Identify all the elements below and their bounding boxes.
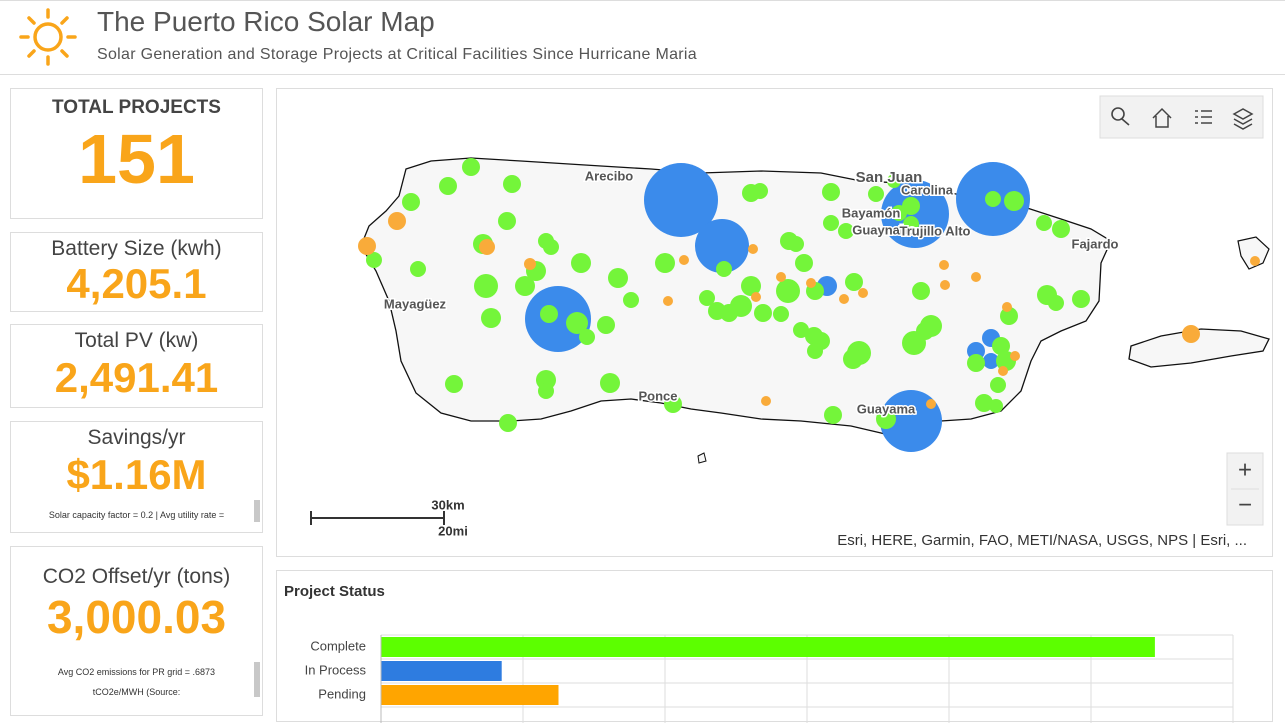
kpi-card: Total PV (kw) 2,491.41 (10, 324, 263, 408)
home-button[interactable] (1152, 107, 1172, 128)
islet-outline (697, 452, 707, 464)
y-tick-label: Complete (310, 638, 366, 653)
culebra-outline (1237, 236, 1270, 270)
kpi-label: CO2 Offset/yr (tons) (42, 565, 231, 588)
kpi-note: tCO2e/MWH (Source: (92, 687, 181, 697)
kpi-value: 151 (78, 120, 195, 198)
kpi-value: $1.16M (66, 451, 207, 498)
kpi-value: 2,491.41 (54, 354, 219, 401)
kpi-card: CO2 Offset/yr (tons) 3,000.03 Avg CO2 em… (10, 546, 263, 716)
kpi-value: 4,205.1 (66, 260, 207, 307)
bar-chart: Project Status Complete In Process Pending (284, 583, 1234, 723)
legend-button[interactable] (1195, 110, 1212, 124)
map[interactable]: Arecibo San Juan Carolina Bayamón Guayna… (277, 89, 1272, 556)
page-title: The Puerto Rico Solar Map (97, 6, 435, 37)
attribution: Esri, HERE, Garmin, FAO, METI/NASA, USGS… (837, 532, 1247, 549)
map-toolbar (1099, 95, 1264, 139)
chart-panel: Project Status Complete In Process Pending (276, 570, 1273, 723)
chart-title: Project Status (284, 583, 385, 600)
search-button[interactable] (1111, 107, 1130, 126)
kpi-note: Solar capacity factor = 0.2 | Avg utilit… (48, 510, 225, 520)
place-label: San Juan (856, 169, 923, 186)
scale-label: 30km (431, 497, 464, 512)
place-label: Fajardo (1072, 236, 1119, 251)
kpi-label: Battery Size (kwh) (51, 237, 222, 260)
kpi-label: Savings/yr (87, 426, 186, 449)
kpi-label: TOTAL PROJECTS (52, 97, 221, 118)
y-tick-label: Pending (318, 686, 366, 701)
project-markers[interactable] (358, 158, 1260, 452)
scale-label: 20mi (438, 523, 468, 538)
page-subtitle: Solar Generation and Storage Projects at… (97, 46, 697, 63)
sun-logo (19, 8, 77, 66)
place-label: Ponce (638, 388, 677, 403)
header: The Puerto Rico Solar Map Solar Generati… (0, 0, 1285, 75)
place-label: Carolina (901, 182, 954, 197)
y-tick-label: In Process (305, 662, 367, 677)
bar (381, 637, 1155, 657)
kpi-value: 3,000.03 (46, 591, 227, 643)
kpi-note: Avg CO2 emissions for PR grid = .6873 (57, 667, 216, 677)
place-label: Guaynabo (852, 222, 916, 237)
kpi-card: Battery Size (kwh) 4,205.1 (10, 232, 263, 312)
bar (381, 685, 559, 705)
zoom-control: + − (1226, 452, 1264, 526)
layers-button[interactable] (1232, 108, 1254, 130)
map-panel: Arecibo San Juan Carolina Bayamón Guayna… (276, 88, 1273, 557)
bar (381, 661, 502, 681)
place-label: Guayama (857, 401, 916, 416)
zoom-out-button[interactable]: − (1238, 491, 1252, 518)
kpi-card: TOTAL PROJECTS 151 (10, 88, 263, 219)
scrollbar[interactable] (254, 662, 260, 697)
kpi-card: Savings/yr $1.16M Solar capacity factor … (10, 421, 263, 533)
zoom-in-button[interactable]: + (1238, 456, 1252, 483)
kpi-label: Total PV (kw) (74, 329, 199, 352)
place-label: Mayagüez (384, 296, 447, 311)
place-label: Trujillo Alto (899, 223, 970, 238)
place-label: Arecibo (585, 168, 633, 183)
scale-bar: 30km 20mi (310, 497, 468, 538)
scrollbar[interactable] (254, 500, 260, 522)
place-label: Bayamón (842, 205, 901, 220)
